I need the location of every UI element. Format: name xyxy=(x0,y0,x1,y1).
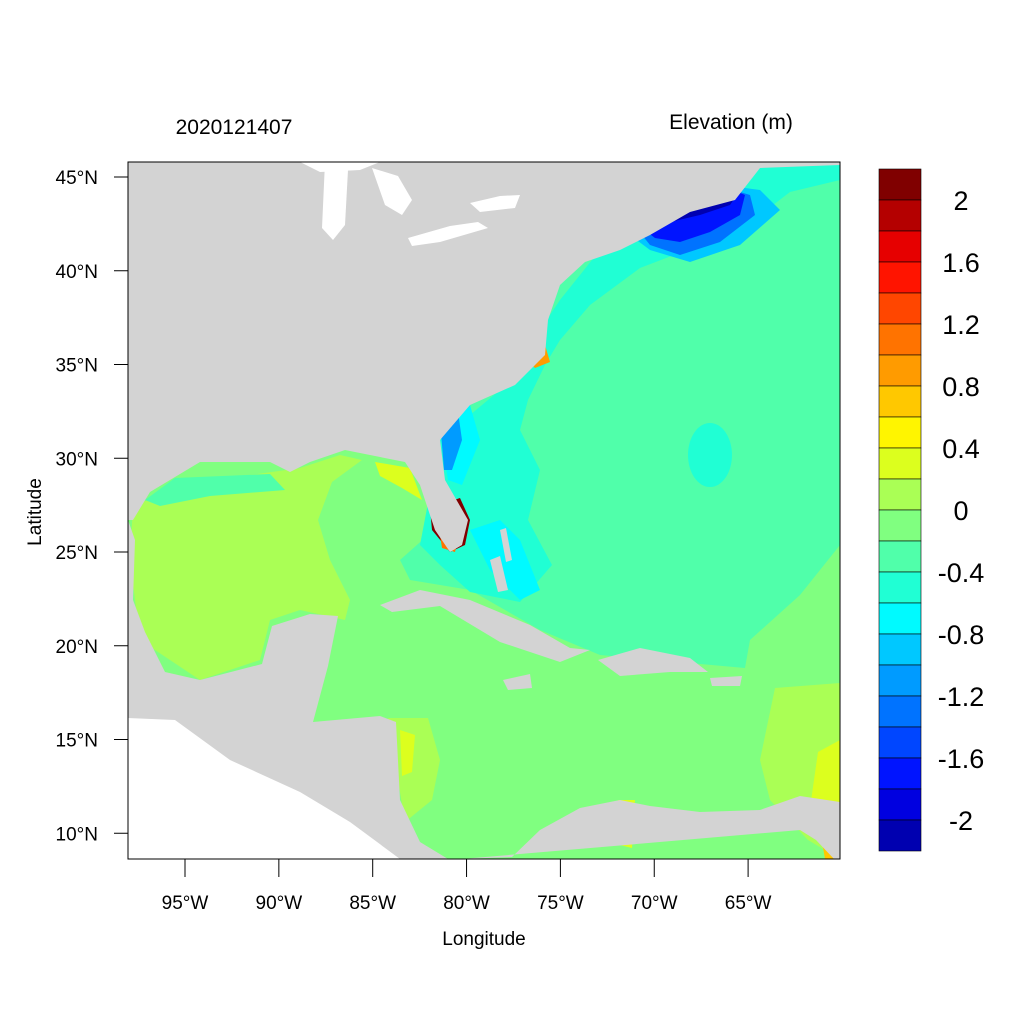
colorbar-label: -1.6 xyxy=(938,744,985,774)
x-tick-label: 80°W xyxy=(443,893,490,914)
colorbar-swatch xyxy=(878,199,922,232)
cuba-land xyxy=(380,590,590,662)
colorbar-swatch xyxy=(878,757,922,790)
lake-michigan xyxy=(322,162,348,240)
big-bend-region xyxy=(375,462,422,500)
x-axis: 95°W 90°W 85°W 80°W 75°W 70°W 65°W xyxy=(162,859,772,914)
colorbar-swatch xyxy=(878,323,922,356)
lake-superior xyxy=(300,162,380,172)
colorbar-swatch xyxy=(878,633,922,666)
colorbar: 2 1.6 1.2 0.8 0.4 0 -0.4 -0.8 -1.2 -1.6 -2 xyxy=(878,168,985,852)
colorbar-swatch xyxy=(878,478,922,511)
colorbar-label: 1.6 xyxy=(942,248,980,278)
y-tick-label: 35°N xyxy=(56,356,98,377)
y-tick-label: 20°N xyxy=(56,637,98,658)
lake-ontario xyxy=(470,195,520,212)
colorbar-label: -0.8 xyxy=(938,620,985,650)
north-america-land xyxy=(128,162,840,552)
southeast-atlantic-region xyxy=(748,545,840,690)
x-tick-label: 70°W xyxy=(631,893,678,914)
lake-huron xyxy=(372,168,412,215)
colorbar-swatch xyxy=(878,354,922,387)
colorbar-swatch xyxy=(878,385,922,418)
x-axis-label: Longitude xyxy=(442,929,525,950)
hispaniola-land xyxy=(598,648,708,676)
y-tick-label: 40°N xyxy=(56,262,98,283)
plot-frame xyxy=(127,161,841,860)
x-tick-label: 90°W xyxy=(256,893,303,914)
y-tick-label: 25°N xyxy=(56,543,98,564)
colorbar-swatch xyxy=(878,509,922,542)
colorbar-label: -0.4 xyxy=(938,558,985,588)
coastal-shelf-region xyxy=(420,162,840,602)
map-title-datetime: 2020121407 xyxy=(176,116,293,139)
colorbar-label: -1.2 xyxy=(938,682,985,712)
y-axis: 45°N 40°N 35°N 30°N 25°N 20°N 15°N 10°N xyxy=(56,168,128,845)
florida-straits-region xyxy=(470,520,540,600)
colorbar-label: 0 xyxy=(953,496,968,526)
nicaragua-nearshore xyxy=(400,730,415,776)
y-tick-label: 10°N xyxy=(56,824,98,845)
colorbar-swatch xyxy=(878,695,922,728)
puerto-rico-land xyxy=(710,676,742,686)
x-tick-label: 65°W xyxy=(725,893,772,914)
colorbar-label: 0.8 xyxy=(942,372,980,402)
western-gulf-region xyxy=(130,455,362,680)
y-tick-label: 45°N xyxy=(56,168,98,189)
colorbar-swatch xyxy=(878,571,922,604)
x-tick-label: 95°W xyxy=(162,893,209,914)
colorbar-swatch xyxy=(878,230,922,263)
jamaica-land xyxy=(503,674,532,690)
offshore-eddy xyxy=(688,423,732,487)
y-axis-label: Latitude xyxy=(25,478,46,546)
colorbar-swatch xyxy=(878,168,922,201)
colorbar-swatch xyxy=(878,602,922,635)
colorbar-swatch xyxy=(878,788,922,821)
y-tick-label: 30°N xyxy=(56,449,98,470)
map-plot-area xyxy=(128,162,840,859)
map-title-variable: Elevation (m) xyxy=(669,111,793,134)
bahamas-islands xyxy=(500,528,512,562)
x-tick-label: 75°W xyxy=(537,893,584,914)
colorbar-label: 1.2 xyxy=(942,310,980,340)
pacific-outside-domain xyxy=(128,718,400,859)
colorbar-swatch xyxy=(878,664,922,697)
colorbar-swatch xyxy=(878,447,922,480)
colorbar-swatch xyxy=(878,292,922,325)
colorbar-label: 2 xyxy=(953,186,968,216)
colorbar-label: 0.4 xyxy=(942,434,980,464)
colorbar-swatch xyxy=(878,819,922,852)
colorbar-swatch xyxy=(878,416,922,449)
andros-island xyxy=(490,556,508,592)
colorbar-label: -2 xyxy=(949,806,973,836)
y-tick-label: 15°N xyxy=(56,731,98,752)
colorbar-swatch xyxy=(878,540,922,573)
colorbar-swatch xyxy=(878,261,922,294)
south-america-land xyxy=(462,796,840,859)
northern-gulf-band xyxy=(145,474,285,506)
colorbar-swatch xyxy=(878,726,922,759)
x-tick-label: 85°W xyxy=(349,893,396,914)
lake-erie xyxy=(408,222,488,246)
